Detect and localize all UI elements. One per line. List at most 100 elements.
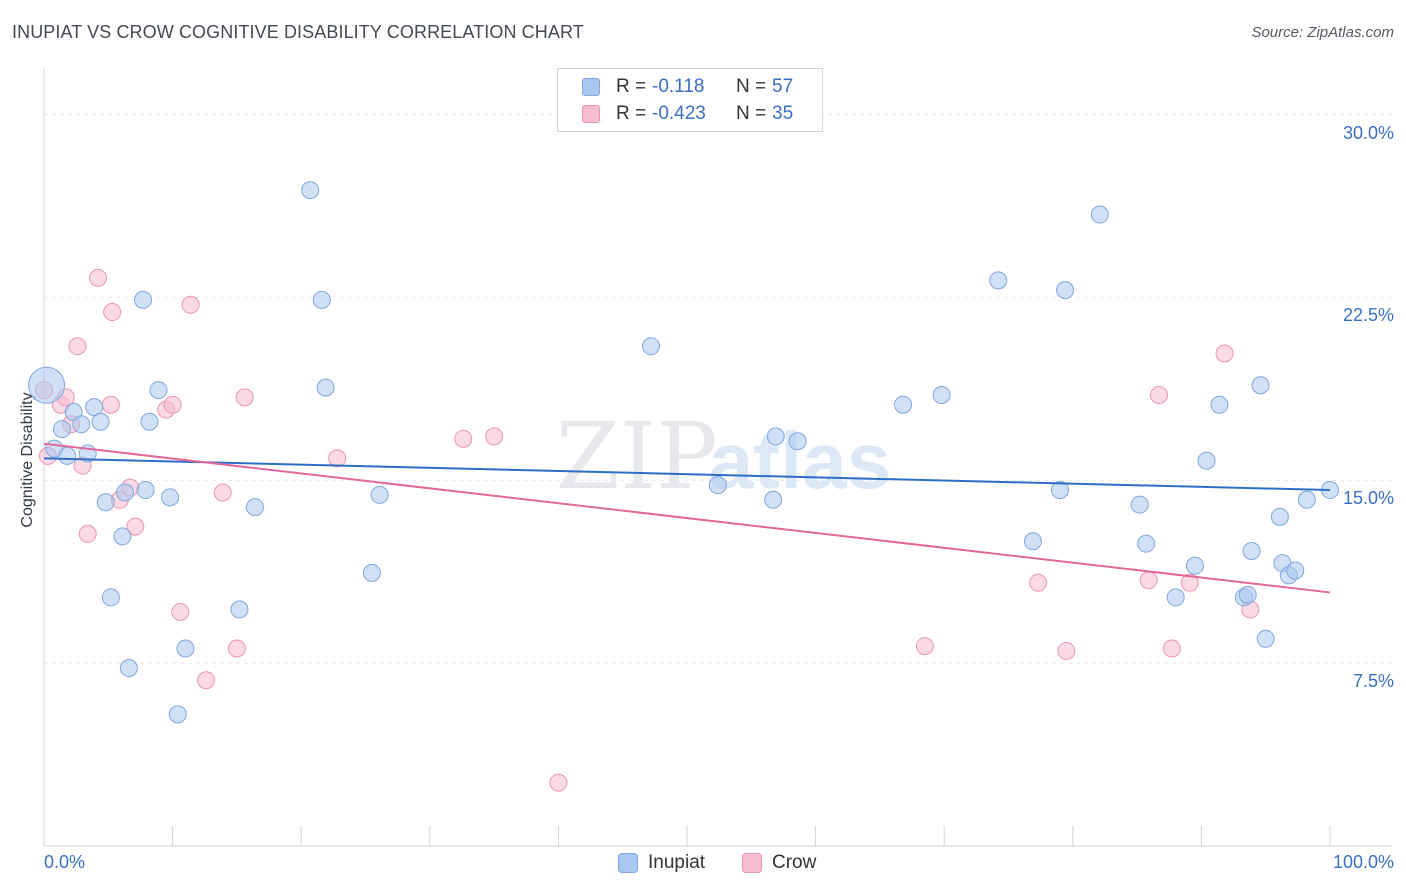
inupiat-trend-line (43, 457, 1331, 492)
crow-point-15 (171, 602, 190, 621)
legend-row-inupiat: R = -0.118 N = 57 (558, 74, 793, 100)
inupiat-point-39 (1090, 205, 1109, 224)
inupiat-point-10 (101, 588, 120, 607)
x-tick-label-1: 100.0% (1332, 852, 1394, 872)
y-tick-label-3: 30.0% (1342, 122, 1394, 143)
legend-r-value-inupiat: -0.118 (652, 76, 705, 97)
inupiat-point-45 (1210, 395, 1229, 414)
inupiat-point-33 (894, 395, 913, 414)
crow-point-9 (101, 395, 120, 414)
correlation-legend: R = -0.118 N = 57 R = -0.423 N = 35 (557, 68, 823, 132)
series-swatch-crow (742, 853, 762, 873)
inupiat-point-14 (134, 290, 153, 309)
legend-r-label: R = (616, 76, 647, 97)
y-tick-label-1: 15.0% (1342, 488, 1394, 509)
crow-point-18 (213, 483, 232, 502)
inupiat-point-24 (312, 290, 331, 309)
watermark: ZIP atlas (556, 403, 891, 510)
inupiat-point-48 (1242, 541, 1261, 560)
inupiat-point-5 (72, 415, 91, 434)
legend-swatch-inupiat (582, 78, 600, 96)
crow-point-27 (1057, 641, 1076, 660)
crow-point-7 (89, 268, 108, 287)
series-swatch-inupiat (618, 853, 638, 873)
watermark-atlas: atlas (709, 416, 891, 505)
inupiat-point-42 (1166, 588, 1185, 607)
inupiat-point-31 (766, 427, 785, 446)
legend-r-label: R = (616, 103, 647, 124)
gridlines (44, 114, 1392, 664)
inupiat-point-22 (245, 498, 264, 517)
inupiat-point-41 (1137, 534, 1156, 553)
crow-point-24 (549, 773, 568, 792)
crow-point-28 (1139, 571, 1158, 590)
series-legend: Inupiat Crow (0, 852, 1406, 878)
crow-point-31 (1180, 573, 1199, 592)
series-name-inupiat: Inupiat (648, 852, 706, 873)
series-legend-crow[interactable]: Crow (742, 852, 816, 874)
inupiat-point-30 (764, 490, 783, 509)
legend-n-label: N = (736, 76, 767, 97)
inupiat-point-27 (370, 485, 389, 504)
inupiat-point-37 (1050, 481, 1069, 500)
inupiat-point-55 (1297, 490, 1316, 509)
legend-n-value-inupiat: 57 (772, 76, 794, 97)
trend-lines (43, 442, 1331, 594)
inupiat-point-47 (1238, 585, 1257, 604)
crow-point-21 (328, 449, 347, 468)
legend-row-crow: R = -0.423 N = 35 (558, 101, 793, 127)
crow-point-30 (1162, 639, 1181, 658)
inupiat-point-50 (1256, 629, 1275, 648)
series-legend-inupiat[interactable]: Inupiat (618, 852, 705, 874)
inupiat-point-2 (53, 420, 72, 439)
legend-n-label: N = (736, 103, 767, 124)
crow-point-23 (485, 427, 504, 446)
inupiat-points (28, 181, 1339, 724)
inupiat-point-0 (28, 366, 66, 404)
inupiat-point-44 (1197, 451, 1216, 470)
inupiat-point-34 (932, 385, 951, 404)
legend-swatch-crow (582, 105, 600, 123)
inupiat-point-29 (708, 476, 727, 495)
y-tick-label-2: 22.5% (1342, 305, 1394, 326)
inupiat-point-23 (301, 181, 320, 200)
crow-point-8 (103, 303, 122, 322)
crow-point-25 (915, 637, 934, 656)
inupiat-point-15 (136, 481, 155, 500)
series-name-crow: Crow (772, 852, 817, 873)
legend-n-value-crow: 35 (772, 103, 794, 124)
crow-point-6 (78, 524, 97, 543)
crow-point-17 (197, 671, 216, 690)
inupiat-point-17 (149, 381, 168, 400)
inupiat-point-26 (362, 563, 381, 582)
inupiat-point-13 (119, 659, 138, 678)
inupiat-point-28 (641, 337, 660, 356)
inupiat-point-36 (1023, 532, 1042, 551)
crow-point-19 (227, 639, 246, 658)
inupiat-point-11 (113, 527, 132, 546)
inupiat-point-25 (316, 378, 335, 397)
inupiat-point-32 (788, 432, 807, 451)
crow-point-29 (1149, 385, 1168, 404)
inupiat-point-35 (989, 271, 1008, 290)
inupiat-point-8 (91, 412, 110, 431)
crow-point-32 (1215, 344, 1234, 363)
watermark-zip: ZIP (556, 403, 718, 510)
crow-point-4 (68, 337, 87, 356)
legend-r-value-crow: -0.423 (652, 103, 706, 124)
x-tick-label-0: 0.0% (44, 852, 86, 872)
inupiat-point-49 (1251, 376, 1270, 395)
crow-point-26 (1029, 573, 1048, 592)
y-tick-label-0: 7.5% (1352, 671, 1394, 692)
crow-point-20 (235, 388, 254, 407)
crow-point-22 (454, 429, 473, 448)
inupiat-point-9 (96, 493, 115, 512)
inupiat-point-38 (1056, 281, 1075, 300)
inupiat-point-21 (230, 600, 249, 619)
crow-point-14 (163, 395, 182, 414)
inupiat-point-12 (116, 483, 135, 502)
inupiat-point-18 (161, 488, 180, 507)
source-credit: Source: ZipAtlas.com (1251, 24, 1394, 41)
inupiat-point-54 (1286, 561, 1305, 580)
inupiat-point-16 (140, 412, 159, 431)
